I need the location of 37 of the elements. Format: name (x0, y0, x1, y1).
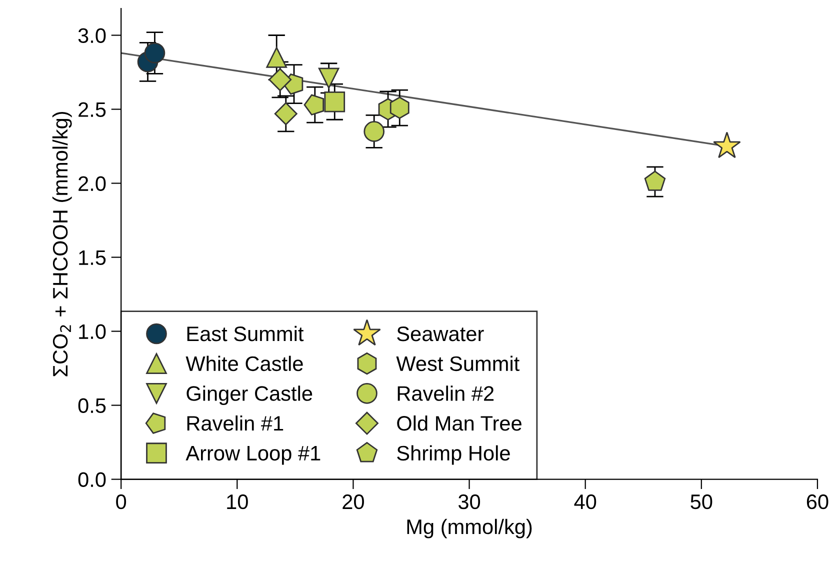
legend-label: Arrow Loop #1 (186, 446, 320, 465)
x-tick-label: 60 (806, 494, 828, 510)
point (318, 68, 340, 89)
y-tick-label: 0.5 (78, 398, 106, 414)
point (390, 96, 410, 119)
x-tick-label: 0 (116, 494, 126, 510)
legend-label: West Summit (396, 356, 520, 372)
x-tick-label: 30 (458, 494, 480, 510)
point (364, 121, 385, 142)
legend-label: Ravelin #2 (398, 386, 494, 401)
point (268, 68, 292, 92)
x-tick-label: 50 (690, 494, 712, 510)
x-axis-title: Mg (mmol/kg) (407, 518, 532, 538)
point (713, 132, 741, 158)
x-tick-label: 20 (342, 494, 364, 510)
point (324, 91, 346, 112)
legend-label: White Castle (186, 356, 303, 372)
x-tick-label: 40 (574, 494, 596, 510)
point (304, 94, 324, 116)
point (274, 102, 298, 126)
x-tick-label: 10 (227, 494, 248, 510)
legend-label: Ravelin #1 (187, 415, 284, 431)
legend-label: Shrimp Hole (397, 445, 510, 465)
legend-label: Seawater (397, 326, 484, 342)
legend-label: East Summit (187, 326, 304, 342)
y-tick-label: 1.5 (79, 250, 106, 266)
y-tick-label: 2.0 (78, 176, 106, 192)
point (644, 170, 666, 191)
y-tick-label: 0.0 (78, 472, 106, 488)
y-tick-label: 3.0 (78, 28, 106, 44)
legend-label: Ginger Castle (186, 386, 312, 406)
y-tick-label: 2.5 (78, 102, 106, 118)
y-axis-title: ΣCO$_{2}$ + ΣHCOOH (mmol/kg) (52, 112, 72, 376)
legend-label: Old Man Tree (397, 415, 522, 431)
point (266, 47, 288, 68)
y-tick-label: 1.0 (79, 324, 106, 340)
point (144, 42, 166, 64)
